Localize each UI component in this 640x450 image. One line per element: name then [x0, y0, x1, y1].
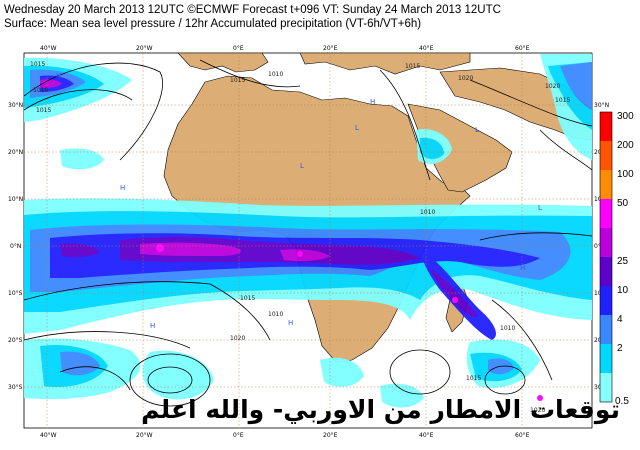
isobar-label: 1020 — [230, 335, 245, 342]
lat-label: 0°N — [10, 243, 21, 250]
longitude-labels-bottom: 40°W 20°W 0°E 20°E 40°E 60°E — [40, 432, 530, 439]
colorbar-swatch — [600, 228, 612, 257]
colorbar-swatch — [600, 344, 612, 373]
colorbar-label: 10 — [617, 285, 629, 296]
lon-label: 60°E — [515, 45, 530, 52]
lat-label: 20°N — [8, 149, 23, 156]
colorbar-swatch — [600, 286, 612, 315]
isobar-label: 1015 — [405, 63, 420, 70]
isobar-label: 1015 — [240, 295, 255, 302]
colorbar-label: 0.5 — [615, 396, 629, 407]
low-pressure-marker: L — [538, 204, 542, 212]
colorbar-label: 50 — [617, 198, 629, 209]
lon-label: 0°E — [233, 432, 244, 439]
low-pressure-marker: L — [475, 126, 479, 134]
longitude-labels-top: 40°W 20°W 0°E 20°E 40°E 60°E — [40, 45, 530, 52]
lon-label: 60°E — [515, 432, 530, 439]
isobars — [24, 59, 592, 407]
isobar-label: 1015 — [36, 107, 51, 114]
lon-label: 20°E — [323, 432, 338, 439]
isobar-label: 1010 — [500, 325, 515, 332]
high-pressure-marker: H — [520, 264, 525, 272]
lon-label: 20°W — [136, 45, 153, 52]
high-pressure-marker: H — [150, 322, 155, 330]
lon-label: 40°E — [419, 45, 434, 52]
colorbar-label: 300 — [617, 111, 634, 122]
lat-label: 10°N — [8, 196, 23, 203]
header-line-1: Wednesday 20 March 2013 12UTC ©ECMWF For… — [4, 4, 501, 16]
colorbar-frame — [599, 111, 613, 403]
graticule — [24, 53, 592, 428]
high-pressure-marker: H — [56, 72, 61, 80]
precipitation-field — [24, 54, 592, 408]
isobar-labels: 1015 1010 1015 1015 1010 1015 1020 1010 … — [30, 61, 570, 414]
pressure-centers: H H H H L L L H H L — [56, 72, 542, 330]
lon-label: 0°E — [233, 45, 244, 52]
lon-label: 40°W — [40, 432, 57, 439]
lat-label: 30°N — [594, 102, 609, 109]
lat-label: 0°N — [594, 243, 605, 250]
colorbar-label: 200 — [617, 140, 634, 151]
lat-label: 10°S — [8, 290, 23, 297]
chart-header: Wednesday 20 March 2013 12UTC ©ECMWF For… — [4, 3, 501, 31]
arabic-watermark: توقعات الامطار من الاوربي- والله اعلم — [141, 395, 620, 424]
colorbar-swatches — [600, 112, 612, 402]
colorbar-label: 2 — [617, 343, 623, 354]
isobar-label: 1010 — [268, 71, 283, 78]
isobar-label: 1010 — [33, 87, 48, 94]
low-pressure-marker: L — [355, 124, 359, 132]
isobar-label: 1015 — [230, 77, 245, 84]
high-pressure-marker: H — [120, 184, 125, 192]
lon-label: 20°E — [323, 45, 338, 52]
lat-label: 30°S — [8, 384, 23, 391]
low-pressure-marker: L — [300, 162, 304, 170]
header-line-2: Surface: Mean sea level pressure / 12hr … — [4, 18, 422, 30]
colorbar-swatch — [600, 112, 612, 141]
colorbar-swatch — [600, 141, 612, 170]
isobar-label: 1015 — [466, 375, 481, 382]
colorbar-swatch — [600, 257, 612, 286]
high-pressure-marker: H — [288, 319, 293, 327]
isobar-label: 1010 — [268, 311, 283, 318]
colorbar-swatch — [600, 199, 612, 228]
isobar-label: 1020 — [458, 75, 473, 82]
isobar-label: 1015 — [555, 97, 570, 104]
precipitation-colorbar: 300 200 100 50 25 10 4 2 0.5 — [599, 111, 634, 407]
lat-label: 30°N — [8, 102, 23, 109]
latitude-labels-left: 30°N 20°N 10°N 0°N 10°S 20°S 30°S — [8, 102, 23, 391]
lon-label: 40°E — [419, 432, 434, 439]
colorbar-swatch — [600, 170, 612, 199]
colorbar-label: 4 — [617, 314, 623, 325]
lon-label: 40°W — [40, 45, 57, 52]
isobar-label: 1015 — [30, 61, 45, 68]
isobar-label: 1010 — [420, 209, 435, 216]
colorbar-label: 25 — [617, 256, 629, 267]
lat-label: 20°S — [8, 337, 23, 344]
colorbar-label: 100 — [617, 169, 634, 180]
isobar-label: 1020 — [545, 83, 560, 90]
colorbar-swatch — [600, 373, 612, 402]
isobar-label: 1020 — [530, 407, 545, 414]
colorbar-swatch — [600, 315, 612, 344]
high-pressure-marker: H — [370, 98, 375, 106]
lon-label: 20°W — [136, 432, 153, 439]
